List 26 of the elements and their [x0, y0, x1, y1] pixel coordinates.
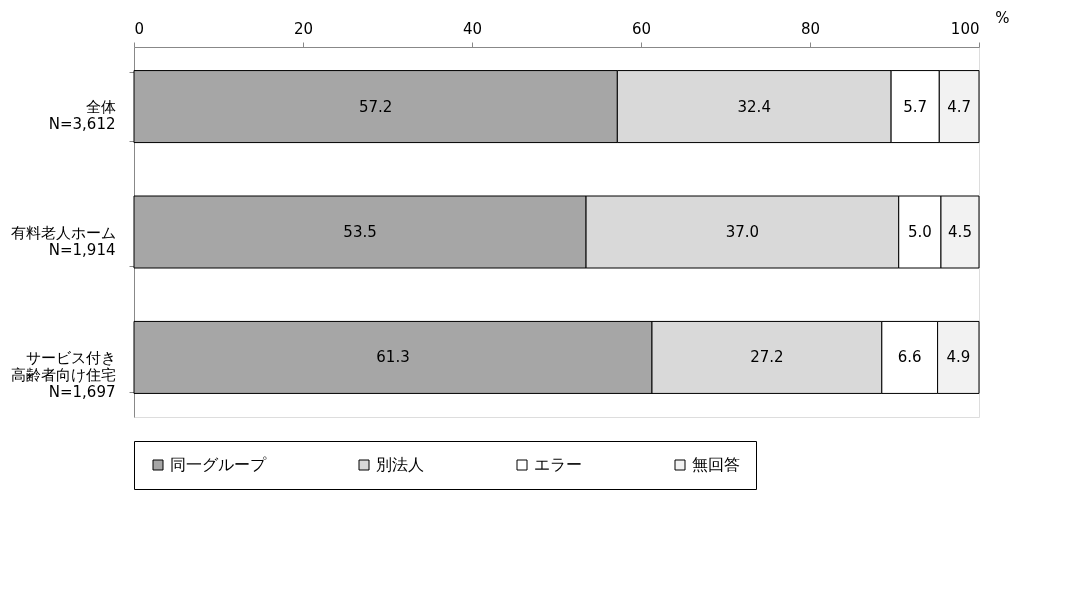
- x-tick-label: 20: [293, 19, 314, 38]
- y-tick-label: 全体 N=3,612: [48, 98, 116, 134]
- data-label: 32.4: [737, 97, 771, 116]
- y-tick-label: 有料老人ホーム N=1,914: [10, 223, 116, 259]
- data-label: 37.0: [725, 223, 760, 241]
- data-label: 5.0: [907, 223, 932, 241]
- x-tick-label: 80: [800, 19, 821, 38]
- legend-label: 無回答: [692, 455, 740, 474]
- x-axis-title: %: [995, 8, 1010, 27]
- data-label: 4.5: [948, 223, 972, 241]
- x-tick-label: 60: [631, 19, 652, 38]
- y-tick-label: サービス付き高齢者向け住宅 N=1,697: [10, 348, 116, 401]
- data-label: 61.3: [376, 348, 410, 367]
- data-label: 57.2: [358, 97, 393, 116]
- data-label: 27.2: [750, 348, 784, 367]
- x-tick-label: 100: [950, 19, 980, 38]
- x-tick-label: 40: [462, 19, 483, 38]
- legend-label: エラー: [534, 455, 582, 474]
- legend-label: 同一グループ: [170, 455, 267, 474]
- data-label: 4.7: [947, 97, 972, 116]
- data-label: 53.5: [343, 223, 377, 241]
- data-label: 4.9: [946, 348, 971, 367]
- data-label: 6.6: [897, 348, 922, 367]
- legend-label: 別法人: [376, 455, 424, 474]
- x-tick-label: 0: [134, 19, 145, 38]
- data-label: 5.7: [903, 97, 928, 116]
